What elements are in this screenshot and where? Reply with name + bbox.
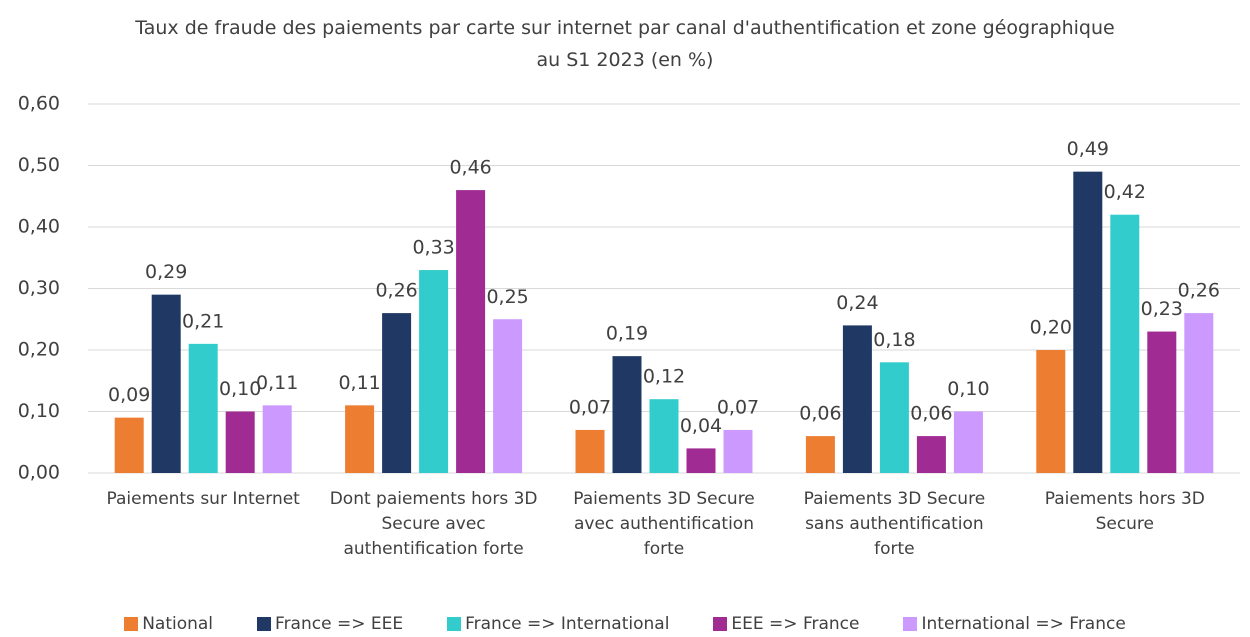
x-tick-label: Paiements 3D Secure sans authentificatio… [803, 489, 986, 559]
data-label: 0,06 [799, 403, 841, 425]
bar [225, 411, 255, 473]
legend-label: France => International [465, 614, 670, 634]
data-label: 0,20 [1030, 317, 1072, 339]
legend-swatch [257, 617, 272, 631]
legend-swatch [447, 617, 462, 631]
legend-label: International => France [921, 614, 1126, 634]
data-label: 0,19 [606, 323, 648, 345]
legend-item: International => France [903, 614, 1126, 634]
bar [114, 417, 144, 473]
x-tick-label: Dont paiements hors 3D Secure avec authe… [329, 489, 538, 559]
bar [262, 405, 292, 473]
bar [1073, 171, 1103, 473]
y-tick-label: 0,40 [18, 216, 60, 238]
data-label: 0,07 [569, 396, 611, 418]
data-label: 0,42 [1104, 181, 1146, 203]
data-label: 0,24 [836, 292, 878, 314]
data-label: 0,04 [680, 415, 722, 437]
data-label: 0,11 [338, 372, 380, 394]
legend-item: France => EEE [257, 614, 403, 634]
legend-label: France => EEE [275, 614, 404, 634]
legend-swatch [124, 617, 139, 631]
data-label: 0,29 [145, 261, 187, 283]
legend-swatch [903, 617, 918, 631]
bar [188, 343, 218, 473]
bar [612, 356, 642, 473]
legend: National France => EEE France => Internati… [0, 614, 1250, 634]
bar [456, 190, 486, 473]
data-label: 0,26 [375, 280, 417, 302]
data-label: 0,49 [1067, 138, 1109, 160]
data-label: 0,46 [449, 157, 491, 179]
bar [649, 399, 679, 473]
y-tick-label: 0,00 [18, 462, 60, 484]
legend-item: EEE => France [713, 614, 859, 634]
y-tick-label: 0,10 [18, 400, 60, 422]
y-tick-label: 0,60 [18, 93, 60, 115]
bar [345, 405, 375, 473]
data-label: 0,06 [910, 403, 952, 425]
bar [1110, 214, 1140, 473]
bar [575, 429, 605, 473]
data-label: 0,09 [108, 384, 150, 406]
y-tick-label: 0,50 [18, 154, 60, 176]
bar [1036, 350, 1066, 473]
bar [382, 313, 412, 473]
bar [686, 448, 716, 473]
legend-label: National [142, 614, 214, 634]
bar [1184, 313, 1214, 473]
data-label: 0,07 [717, 396, 759, 418]
data-label: 0,21 [182, 310, 224, 332]
bar [916, 436, 946, 473]
bar [842, 325, 872, 473]
data-label: 0,26 [1178, 280, 1220, 302]
bar [879, 362, 909, 473]
legend-item: National [124, 614, 213, 634]
bar [1147, 331, 1177, 473]
legend-label: EEE => France [731, 614, 860, 634]
x-tick-label: Paiements hors 3D Secure [1044, 489, 1205, 534]
y-tick-label: 0,30 [18, 277, 60, 299]
legend-item: France => International [447, 614, 669, 634]
y-tick-label: 0,20 [18, 339, 60, 361]
bar [419, 270, 449, 473]
data-label: 0,11 [256, 372, 298, 394]
data-label: 0,18 [873, 329, 915, 351]
bar [805, 436, 835, 473]
bar [151, 294, 181, 473]
data-label: 0,10 [219, 378, 261, 400]
data-label: 0,33 [412, 237, 454, 259]
x-tick-label: Paiements sur Internet [106, 489, 300, 509]
data-label: 0,12 [643, 366, 685, 388]
bar [723, 429, 753, 473]
legend-swatch [713, 617, 728, 631]
x-tick-label: Paiements 3D Secure avec authentificatio… [573, 489, 755, 559]
chart-title: Taux de fraude des paiements par carte s… [135, 17, 1115, 71]
bar [953, 411, 983, 473]
data-label: 0,10 [947, 378, 989, 400]
bar [493, 319, 523, 473]
data-label: 0,23 [1141, 298, 1183, 320]
data-label: 0,25 [486, 286, 528, 308]
